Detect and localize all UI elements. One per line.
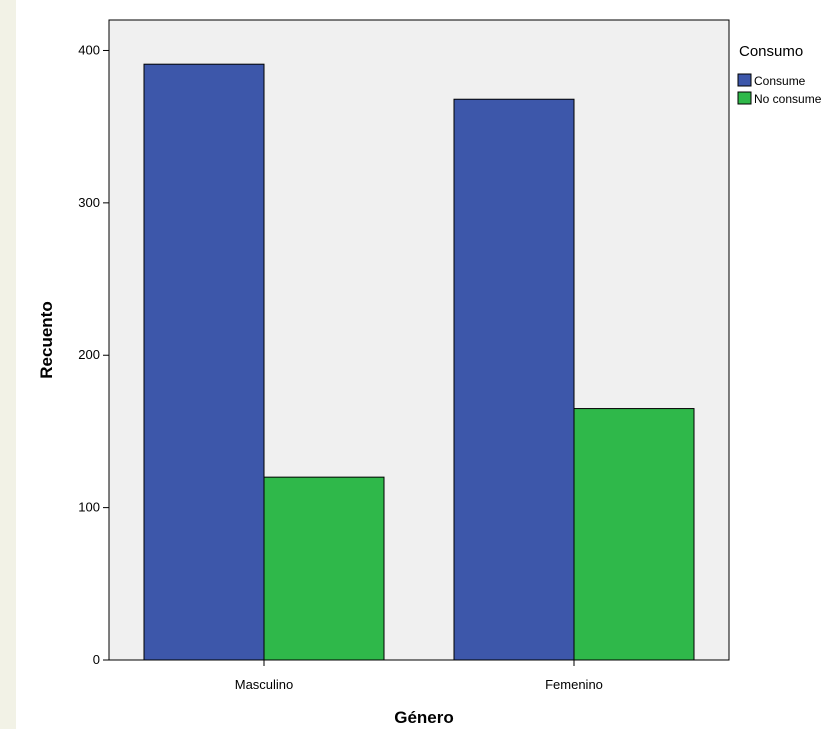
y-axis: 0 100 200 300 400 [78,42,109,667]
legend: Consumo Consume No consume [737,43,822,106]
y-tick-label: 400 [78,42,100,57]
x-axis: Masculino Femenino [235,660,603,692]
bars-group [143,63,695,661]
legend-label-no-consume: No consume [754,92,822,106]
bar-no-consume-masculino [263,476,385,661]
y-axis-title: Recuento [37,301,56,378]
bar-no-consume-femenino [573,408,695,661]
legend-swatch-consume [737,73,752,87]
y-tick-label: 300 [78,195,100,210]
y-tick-label: 100 [78,500,100,515]
x-tick-label: Masculino [235,677,294,692]
y-tick-label: 0 [93,652,100,667]
legend-title: Consumo [739,43,803,60]
legend-swatch-no-consume [737,91,752,105]
bar-consume-femenino [453,98,575,661]
x-tick-label: Femenino [545,677,603,692]
bar-consume-masculino [143,63,265,661]
x-axis-title: Género [394,708,454,727]
y-tick-label: 200 [78,347,100,362]
legend-label-consume: Consume [754,74,806,88]
